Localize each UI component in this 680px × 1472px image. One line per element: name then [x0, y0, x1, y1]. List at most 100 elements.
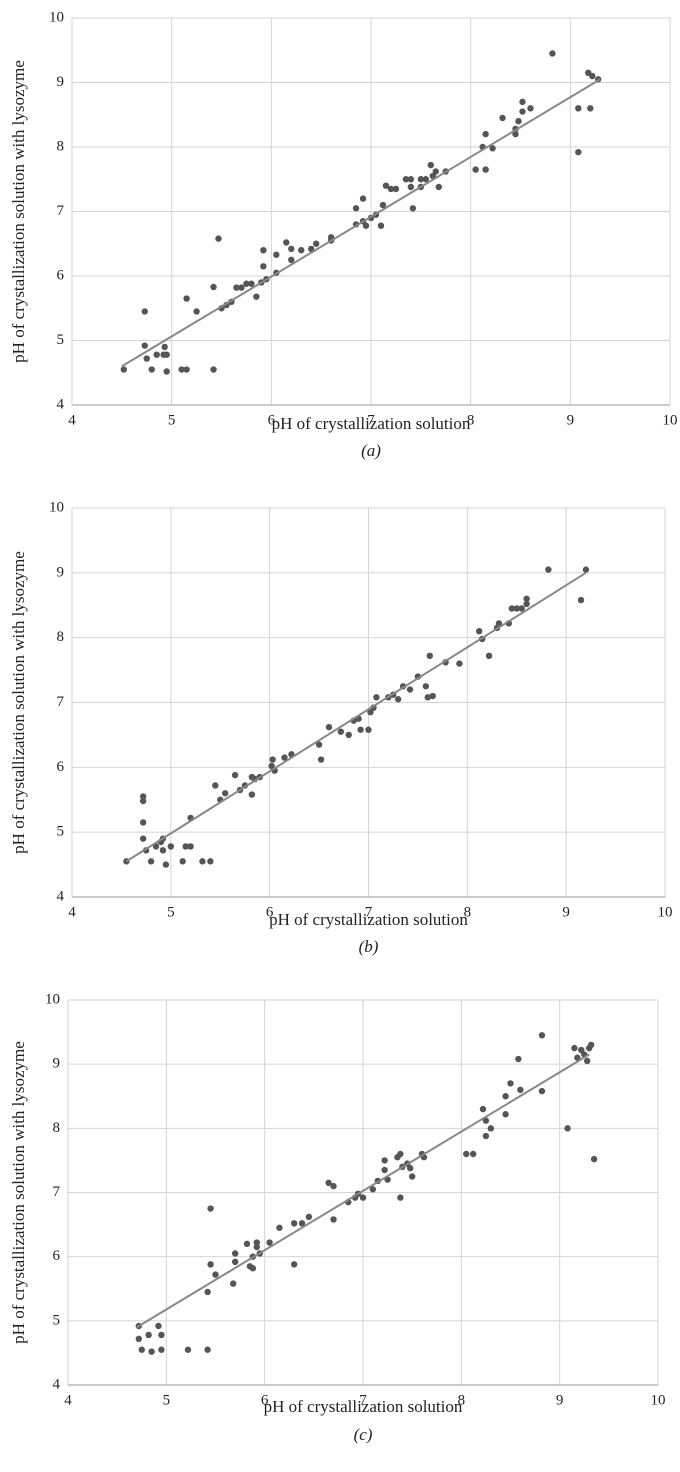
point [518, 605, 525, 612]
point [207, 1205, 214, 1212]
point [545, 566, 552, 573]
point [159, 847, 167, 854]
point [512, 130, 519, 138]
y-tick-label: 4 [57, 396, 65, 412]
point [575, 148, 582, 156]
point [290, 1261, 298, 1268]
point [513, 605, 520, 612]
x-tick-label: 7 [365, 904, 373, 920]
point [330, 1216, 337, 1223]
point [387, 185, 395, 193]
point [153, 351, 160, 358]
point [435, 183, 442, 191]
x-tick-label: 9 [567, 412, 575, 428]
point [485, 652, 493, 660]
point [365, 726, 372, 733]
point [574, 1054, 581, 1061]
x-tick-label: 4 [64, 1392, 72, 1408]
y-axis-label: pH of crystallization solution with lyso… [9, 551, 28, 854]
x-tick-label: 10 [658, 904, 673, 920]
point [564, 1125, 571, 1132]
point [379, 201, 387, 209]
point [145, 1331, 152, 1339]
point [253, 293, 260, 300]
point [515, 118, 522, 125]
point [381, 1166, 388, 1174]
point [204, 1346, 211, 1353]
point [397, 1194, 404, 1201]
point [406, 686, 414, 693]
point [417, 176, 425, 183]
y-axis-label: pH of crystallization solution with lyso… [9, 1041, 28, 1344]
x-tick-label: 7 [367, 412, 375, 428]
point [135, 1335, 142, 1343]
point [230, 1280, 237, 1287]
x-tick-label: 4 [68, 904, 76, 920]
point [317, 756, 325, 763]
point [269, 756, 276, 763]
point [381, 1157, 388, 1164]
point [141, 342, 148, 349]
y-tick-label: 7 [53, 1184, 61, 1200]
y-tick-label: 8 [57, 629, 65, 645]
point [163, 351, 170, 358]
point [281, 754, 288, 761]
x-tick-label: 6 [268, 412, 276, 428]
caption: (b) [359, 937, 379, 956]
point [330, 1182, 337, 1190]
point [139, 793, 147, 800]
point [502, 1111, 509, 1118]
x-axis-label: pH of crystallization solution [272, 414, 471, 433]
point [587, 105, 594, 112]
x-tick-label: 8 [464, 904, 472, 920]
point [298, 1220, 306, 1227]
point [427, 161, 434, 169]
y-tick-label: 10 [45, 991, 60, 1007]
y-tick-label: 4 [57, 888, 65, 904]
point [276, 1224, 283, 1231]
y-tick-label: 5 [53, 1312, 61, 1328]
point [479, 1105, 487, 1113]
x-tick-label: 10 [651, 1392, 666, 1408]
point [233, 284, 240, 291]
point [377, 222, 385, 229]
point [147, 858, 155, 865]
point [212, 782, 219, 789]
point [407, 183, 415, 191]
point [422, 683, 430, 690]
y-tick-label: 7 [57, 203, 65, 219]
x-tick-label: 6 [266, 904, 274, 920]
point [502, 1093, 509, 1100]
point [139, 797, 147, 805]
point [337, 728, 345, 735]
y-tick-label: 10 [49, 9, 64, 25]
x-tick-label: 5 [168, 412, 176, 428]
point [359, 1194, 367, 1201]
point [231, 1250, 239, 1257]
point [187, 843, 194, 850]
point [260, 247, 267, 254]
point [575, 105, 582, 112]
x-tick-label: 7 [359, 1392, 367, 1408]
point [432, 168, 439, 175]
point [120, 366, 128, 373]
y-tick-label: 5 [57, 824, 65, 840]
x-tick-label: 5 [163, 1392, 171, 1408]
y-tick-label: 6 [57, 267, 65, 283]
point [362, 222, 370, 229]
point [345, 731, 352, 739]
point [143, 355, 150, 362]
point [148, 366, 155, 373]
x-axis-label: pH of crystallization solution [264, 1397, 463, 1416]
point [268, 762, 275, 770]
point [472, 166, 479, 173]
y-tick-label: 8 [53, 1120, 61, 1136]
point [495, 620, 503, 627]
point [138, 1346, 145, 1353]
point [238, 284, 245, 291]
y-tick-label: 9 [57, 564, 65, 580]
point [424, 694, 431, 701]
point [312, 240, 320, 247]
point [482, 1132, 490, 1140]
point [183, 366, 190, 373]
